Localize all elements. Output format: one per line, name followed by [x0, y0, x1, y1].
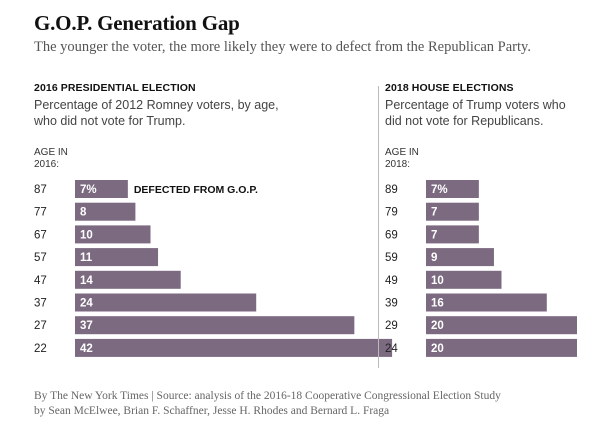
age-axis-heading: AGE IN 2018:: [385, 147, 419, 170]
bar: [75, 338, 393, 357]
age-tick-label: 69: [385, 229, 398, 241]
bar: [75, 202, 136, 221]
bar-value-label: 16: [431, 298, 444, 310]
source-credit: By The New York Times | Source: analysis…: [34, 390, 501, 417]
bar-value-label: 7: [431, 207, 437, 219]
bar: [426, 338, 577, 357]
bar: [426, 293, 547, 312]
chart-subtitle: The younger the voter, the more likely t…: [34, 39, 531, 55]
age-tick-label: 24: [385, 343, 398, 355]
bar-value-label: 10: [431, 275, 444, 287]
age-tick-label: 27: [34, 320, 47, 332]
bar-chart-2016: 87 7% DEFECTED FROM G.O.P. 77 8 67 10 57 11 47 14 3…: [34, 180, 393, 357]
age-tick-label: 22: [34, 343, 47, 355]
bar-value-label: 14: [80, 275, 93, 287]
bar-value-label: 9: [431, 252, 437, 264]
bar-value-label: 11: [80, 252, 93, 264]
bar: [75, 248, 159, 267]
bar: [75, 180, 128, 198]
panel-divider: [378, 86, 379, 368]
bar-value-label: 7%: [80, 184, 97, 196]
age-tick-label: 57: [34, 252, 47, 264]
bar: [75, 225, 151, 244]
bar-value-label: 7%: [431, 184, 448, 196]
bar-value-label: 24: [80, 298, 93, 310]
panel-description: Percentage of 2012 Romney voters, by age…: [34, 98, 279, 128]
bar-chart-2018: 89 7% 79 7 69 7 59 9 49 10 39 16 29 20 24 20: [385, 180, 577, 357]
panel-heading: 2018 HOUSE ELECTIONS: [385, 82, 514, 94]
age-tick-label: 89: [385, 184, 398, 196]
bar-value-label: 10: [80, 229, 93, 241]
bar: [426, 248, 494, 267]
bar: [75, 293, 257, 312]
age-tick-label: 79: [385, 207, 398, 219]
age-tick-label: 47: [34, 275, 47, 287]
panel-2018-house: 2018 HOUSE ELECTIONS Percentage of Trump…: [385, 80, 585, 380]
age-tick-label: 67: [34, 229, 47, 241]
age-tick-label: 77: [34, 207, 47, 219]
bar: [75, 270, 181, 289]
bar: [426, 202, 479, 221]
bar-value-label: 37: [80, 320, 93, 332]
bar: [426, 225, 479, 244]
age-tick-label: 39: [385, 298, 398, 310]
bar-value-label: 20: [431, 343, 444, 355]
age-tick-label: 29: [385, 320, 398, 332]
bar: [426, 270, 502, 289]
panel-heading: 2016 PRESIDENTIAL ELECTION: [34, 82, 196, 94]
bar-annotation: DEFECTED FROM G.O.P.: [134, 184, 258, 196]
bar-value-label: 7: [431, 229, 437, 241]
age-tick-label: 59: [385, 252, 398, 264]
bar-value-label: 8: [80, 207, 87, 219]
age-axis-heading: AGE IN 2016:: [34, 147, 68, 170]
bar: [426, 180, 479, 198]
chart-title: G.O.P. Generation Gap: [34, 11, 240, 35]
panel-2016-presidential: 2016 PRESIDENTIAL ELECTION Percentage of…: [34, 80, 393, 380]
bar: [75, 316, 355, 335]
bar-value-label: 42: [80, 343, 93, 355]
bar: [426, 316, 577, 335]
age-tick-label: 37: [34, 298, 47, 310]
age-tick-label: 49: [385, 275, 398, 287]
panel-description: Percentage of Trump voters who did not v…: [385, 98, 566, 128]
bar-value-label: 20: [431, 320, 444, 332]
age-tick-label: 87: [34, 184, 47, 196]
